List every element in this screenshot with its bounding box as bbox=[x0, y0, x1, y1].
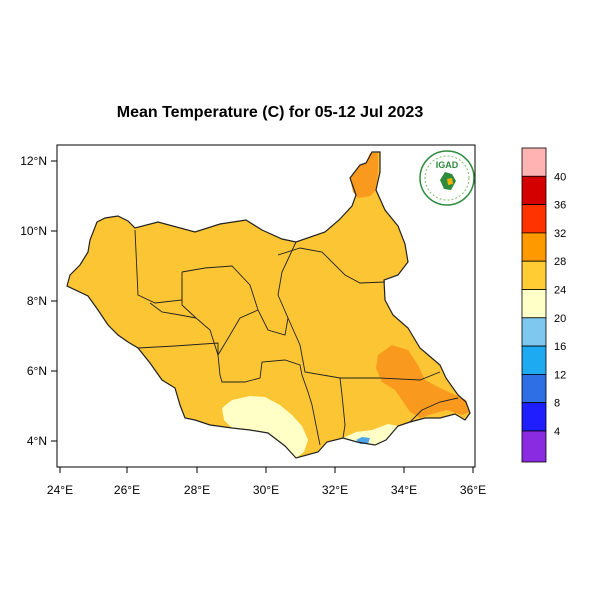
colorbar-label: 4 bbox=[554, 426, 560, 438]
colorbar-label: 20 bbox=[554, 313, 566, 325]
cool-region-south bbox=[222, 396, 308, 458]
y-tick-label: 4°N bbox=[27, 434, 47, 448]
map-title: Mean Temperature (C) for 05-12 Jul 2023 bbox=[116, 104, 424, 121]
x-tick-label: 24°E bbox=[47, 483, 73, 497]
colorbar-label: 16 bbox=[554, 341, 566, 353]
x-tick-label: 36°E bbox=[460, 483, 486, 497]
y-tick-label: 8°N bbox=[27, 294, 47, 308]
colorbar-label: 32 bbox=[554, 228, 566, 240]
colorbar-label: 8 bbox=[554, 398, 560, 410]
colorbar-swatch bbox=[521, 345, 547, 375]
country-fill bbox=[67, 152, 470, 458]
colorbar-swatch bbox=[521, 260, 547, 290]
warm-region-north bbox=[350, 153, 378, 198]
colorbar-swatch bbox=[521, 232, 547, 262]
colorbar-swatch bbox=[521, 430, 547, 463]
colorbar-swatch bbox=[521, 373, 547, 404]
igad-logo: IGAD bbox=[419, 150, 475, 206]
y-tick-label: 12°N bbox=[20, 154, 47, 168]
colorbar bbox=[521, 147, 547, 463]
colorbar-label: 28 bbox=[554, 256, 566, 268]
logo-text: IGAD bbox=[436, 160, 459, 170]
colorbar-label: 24 bbox=[554, 285, 566, 297]
country-border bbox=[66, 151, 471, 459]
x-tick-label: 26°E bbox=[114, 483, 140, 497]
colorbar-label: 40 bbox=[554, 171, 566, 183]
colorbar-swatch bbox=[521, 317, 547, 347]
warm-region-east bbox=[376, 345, 470, 418]
y-tick-label: 10°N bbox=[20, 224, 47, 238]
x-tick-label: 32°E bbox=[322, 483, 348, 497]
x-tick-label: 28°E bbox=[184, 483, 210, 497]
colorbar-label: 36 bbox=[554, 200, 566, 212]
colorbar-swatch bbox=[521, 175, 547, 206]
x-tick-label: 34°E bbox=[391, 483, 417, 497]
y-tick-label: 6°N bbox=[27, 364, 47, 378]
colorbar-swatch bbox=[521, 402, 547, 432]
colorbar-label: 12 bbox=[554, 369, 566, 381]
x-tick-marks bbox=[59, 467, 474, 473]
colorbar-swatch bbox=[521, 289, 547, 319]
colorbar-swatch bbox=[521, 147, 547, 177]
x-tick-label: 30°E bbox=[253, 483, 279, 497]
colorbar-swatch bbox=[521, 204, 547, 234]
y-tick-marks bbox=[51, 160, 57, 442]
state-boundaries bbox=[134, 229, 459, 446]
